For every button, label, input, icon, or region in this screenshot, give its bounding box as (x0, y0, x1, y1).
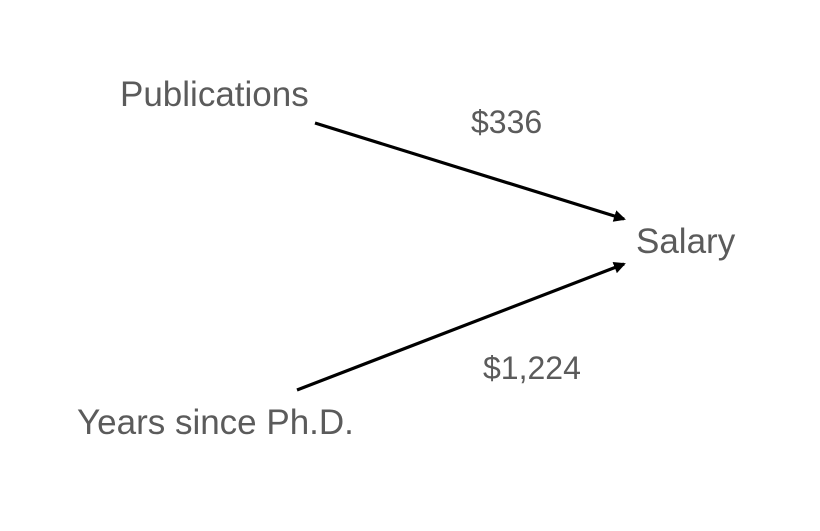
node-years-since-phd: Years since Ph.D. (77, 403, 354, 442)
edge-label-years-salary: $1,224 (483, 350, 581, 386)
node-salary: Salary (636, 222, 736, 261)
node-publications: Publications (120, 75, 309, 114)
arrow-years-to-salary (296, 261, 626, 392)
arrow-publications-to-salary (314, 121, 626, 222)
edge-label-publications-salary: $336 (471, 104, 543, 140)
